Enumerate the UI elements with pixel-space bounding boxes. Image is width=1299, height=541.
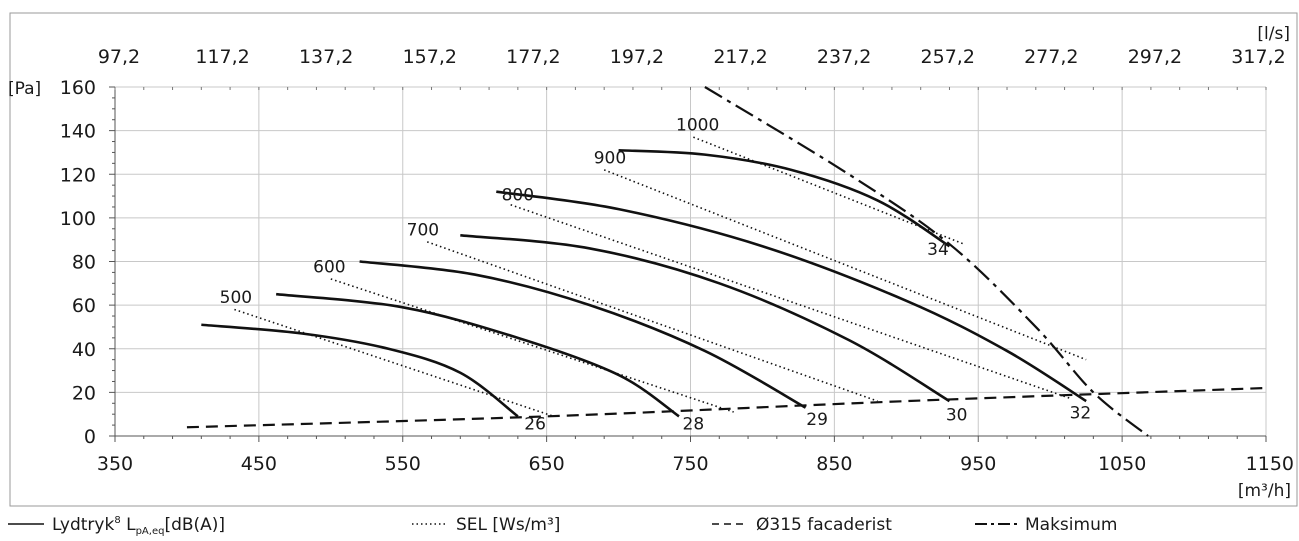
y-tick-label: 0: [84, 426, 96, 448]
x2-tick-label: 197,2: [610, 46, 664, 68]
y-tick-label: 160: [60, 77, 96, 99]
x-tick-label: 1050: [1098, 453, 1146, 475]
x-tick-label: 550: [385, 453, 421, 475]
x-tick-label: 750: [672, 453, 708, 475]
grid: [114, 86, 1267, 437]
curve-labels: 26 28 29 30 32 34 500 600 700 800 900 1000: [220, 116, 1092, 435]
legend-label: Ø315 facaderist: [756, 515, 892, 535]
curve-label: 28: [683, 414, 705, 434]
chart-frame: [9, 12, 1298, 507]
sel-curve: [510, 204, 1073, 400]
sel-curve: [234, 308, 555, 418]
x2-tick-label: 297,2: [1128, 46, 1182, 68]
legend-label: Lydtryk8 LpA,eq[dB(A)]: [52, 515, 225, 537]
x2-tick-label: 157,2: [403, 46, 457, 68]
y-tick-label: 60: [72, 295, 96, 317]
x-tick-label: 850: [816, 453, 852, 475]
x2-tick-label: 177,2: [506, 46, 560, 68]
curve-label: 800: [502, 185, 534, 205]
sel-curve: [426, 241, 878, 402]
curve-label: 500: [220, 288, 252, 308]
fan-curve: [496, 190, 1087, 403]
y-tick-label: 20: [72, 382, 96, 404]
sel-curve: [693, 136, 965, 245]
sel-curve: [330, 278, 734, 413]
legend: Lydtryk8 LpA,eq[dB(A)] SEL [Ws/m³] Ø315 fa…: [8, 515, 1117, 537]
fan-curve: [276, 292, 680, 418]
curve-label: 29: [806, 410, 828, 430]
x-tick-label: 650: [528, 453, 564, 475]
x2-tick-label: 237,2: [817, 46, 871, 68]
series: [186, 86, 1267, 437]
curve-label: 600: [313, 257, 345, 277]
fan-curve: [359, 260, 807, 409]
x-tick-label: 450: [241, 453, 277, 475]
y-tick-label: 120: [60, 164, 96, 186]
y-axis-unit: [Pa]: [8, 79, 41, 99]
x2-axis-unit: [l/s]: [1257, 24, 1290, 44]
x2-tick-label: 217,2: [713, 46, 767, 68]
x2-tick-label: 257,2: [921, 46, 975, 68]
curve-label: 32: [1070, 404, 1092, 424]
legend-item: Ø315 facaderist: [712, 515, 892, 535]
x-tick-label: 1150: [1246, 453, 1294, 475]
x2-tick-label: 277,2: [1024, 46, 1078, 68]
curve-label: 26: [524, 414, 546, 434]
x-tick-label: 350: [97, 453, 133, 475]
x2-tick-label: 117,2: [195, 46, 249, 68]
curve-label: 34: [927, 240, 949, 260]
x2-tick-label: 137,2: [299, 46, 353, 68]
legend-label: Maksimum: [1025, 515, 1117, 535]
curve-label: 700: [407, 220, 439, 240]
fan-curve: [618, 148, 951, 248]
facade-curve: [186, 386, 1267, 429]
max-curve: [704, 86, 1149, 437]
y-tick-label: 40: [72, 339, 96, 361]
x-tick-label: 950: [960, 453, 996, 475]
fan-curve: [460, 234, 951, 403]
legend-item: SEL [Ws/m³]: [412, 515, 560, 535]
curve-label: 900: [594, 148, 626, 168]
y-tick-label: 100: [60, 208, 96, 230]
fan-curve: [201, 323, 519, 418]
curve-label: 1000: [676, 116, 719, 136]
x2-tick-label: 317,2: [1231, 46, 1285, 68]
curve-label: 30: [946, 406, 968, 426]
x-axis-unit: [m³/h]: [1238, 481, 1291, 501]
axes: 350 450 550 650 750 850 950 1050 1150 [m³/h] 0 20 40…: [8, 24, 1294, 501]
y-tick-label: 140: [60, 121, 96, 143]
sel-curve: [603, 169, 1087, 361]
legend-label: SEL [Ws/m³]: [456, 515, 560, 535]
x2-tick-label: 97,2: [98, 46, 140, 68]
legend-item: Lydtryk8 LpA,eq[dB(A)]: [8, 515, 225, 537]
y-tick-label: 80: [72, 252, 96, 274]
legend-item: Maksimum: [975, 515, 1117, 535]
